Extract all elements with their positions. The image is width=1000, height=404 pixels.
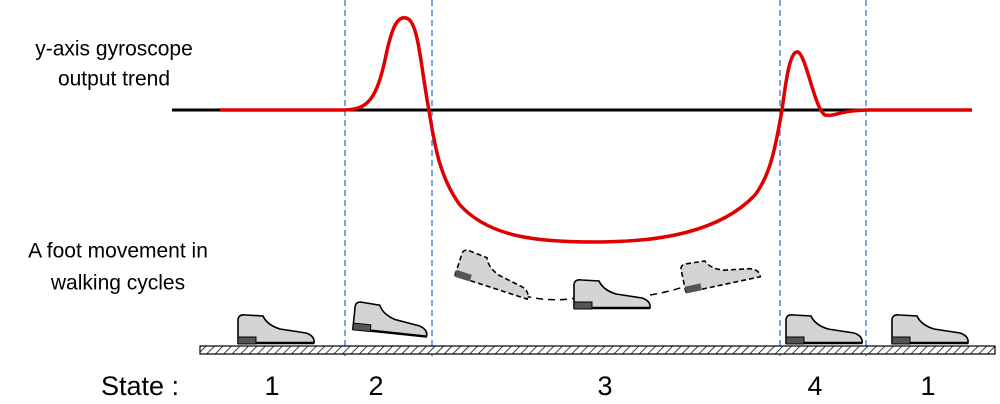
state-title: State : xyxy=(101,371,179,401)
state: 2 xyxy=(368,371,383,401)
state: 1 xyxy=(264,371,279,401)
gyro-curve xyxy=(220,16,972,244)
shoes xyxy=(236,248,970,346)
gyro-label: y-axis gyroscope xyxy=(35,38,193,61)
phase-dividers xyxy=(344,0,867,360)
foot-label: A foot movement in xyxy=(28,240,208,263)
state: 3 xyxy=(597,371,612,401)
state: 1 xyxy=(920,371,935,401)
gyro-label: output trend xyxy=(58,68,170,91)
state: 4 xyxy=(807,371,822,401)
foot-label: walking cycles xyxy=(50,272,185,295)
ground xyxy=(199,345,996,355)
